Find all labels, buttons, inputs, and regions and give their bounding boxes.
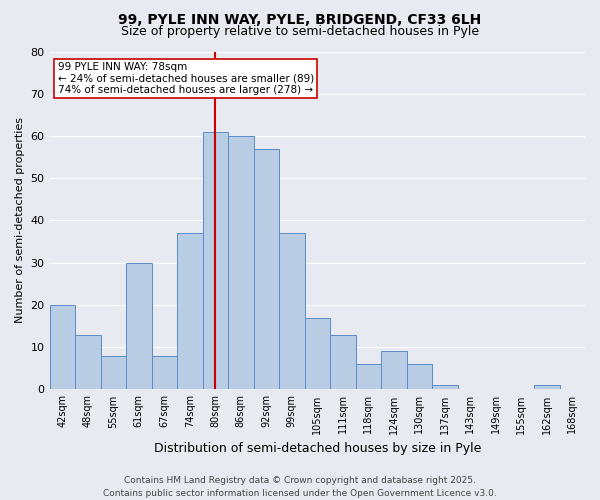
Bar (356, 364, 381, 390)
Bar (228, 136, 254, 390)
Bar (330, 334, 356, 390)
Bar (203, 132, 228, 390)
Text: 99 PYLE INN WAY: 78sqm
← 24% of semi-detached houses are smaller (89)
74% of sem: 99 PYLE INN WAY: 78sqm ← 24% of semi-det… (58, 62, 314, 95)
Bar (75, 334, 101, 390)
Bar (126, 262, 152, 390)
Bar (50, 305, 75, 390)
Y-axis label: Number of semi-detached properties: Number of semi-detached properties (15, 118, 25, 324)
X-axis label: Distribution of semi-detached houses by size in Pyle: Distribution of semi-detached houses by … (154, 442, 481, 455)
Text: 99, PYLE INN WAY, PYLE, BRIDGEND, CF33 6LH: 99, PYLE INN WAY, PYLE, BRIDGEND, CF33 6… (118, 12, 482, 26)
Bar (152, 356, 177, 390)
Bar (254, 148, 279, 390)
Bar (177, 233, 203, 390)
Text: Size of property relative to semi-detached houses in Pyle: Size of property relative to semi-detach… (121, 25, 479, 38)
Bar (407, 364, 432, 390)
Text: Contains HM Land Registry data © Crown copyright and database right 2025.
Contai: Contains HM Land Registry data © Crown c… (103, 476, 497, 498)
Bar (432, 385, 458, 390)
Bar (381, 352, 407, 390)
Bar (279, 233, 305, 390)
Bar (534, 385, 560, 390)
Bar (305, 318, 330, 390)
Bar (101, 356, 126, 390)
